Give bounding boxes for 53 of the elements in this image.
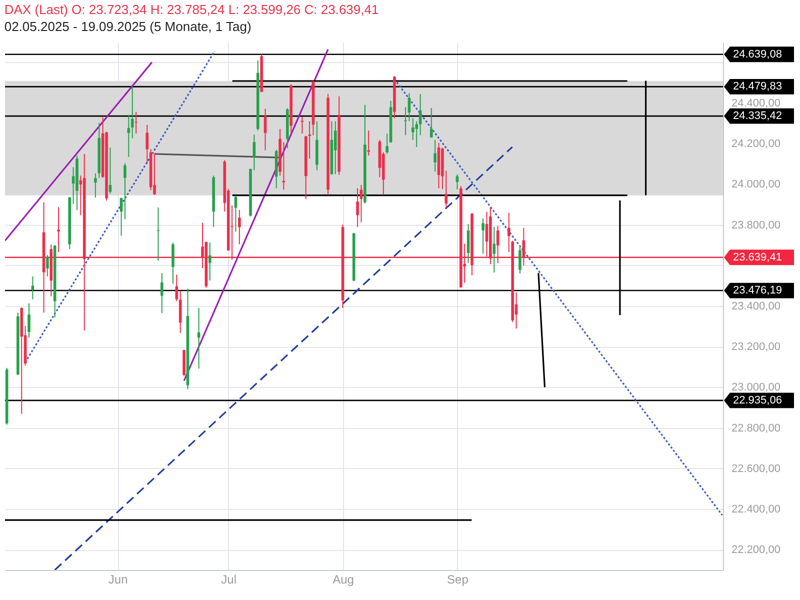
candlestick [94,172,97,198]
candlestick [282,142,286,190]
candlestick [146,124,149,164]
candlestick [482,218,484,254]
ref-line-label: 24.639,08 [733,48,782,60]
ref-line-label: 22.935,06 [733,394,782,406]
y-tick-label: 24.400,00 [732,97,780,110]
y-tick-label: 24.000,00 [732,178,780,191]
candlestick [300,116,304,134]
y-tick-label: 23.000,00 [732,382,780,394]
y-tick-label: 22.600,00 [732,462,780,475]
candlestick [31,276,34,300]
candlestick [334,120,337,175]
candlestick [238,209,241,245]
y-tick-label: 23.200,00 [732,341,780,354]
y-tick-label: 23.800,00 [732,219,780,232]
y-tick-label: 22.200,00 [732,544,780,556]
candlestick [386,133,388,154]
candlestick [356,188,359,228]
candlestick [28,302,30,338]
candlestick [127,114,130,158]
x-tick-label: Aug [332,572,354,586]
candlestick [360,184,363,223]
candlestick [456,174,459,190]
candlestick [208,242,212,282]
candlestick [57,206,60,252]
x-tick-label: Jul [221,572,237,586]
candlestick [430,108,433,138]
chart-subtitle: 02.05.2025 - 19.09.2025 (5 Monate, 1 Tag) [4,19,252,34]
candlestick [124,162,126,220]
chart-title: DAX (Last) O: 23.723,34 H: 23.785,24 L: 23.599,26 C: 23.639,41 [4,2,379,17]
y-tick-label: 23.400,00 [732,300,780,312]
x-tick-label: Jun [108,572,128,586]
ref-line-label: 24.479,83 [733,80,782,93]
y-tick-label: 24.200,00 [732,138,780,150]
candlestick [108,147,112,194]
candlestick [367,130,370,156]
candlestick [434,139,436,172]
candlestick [46,254,49,277]
x-tick-label: Sep [447,572,469,586]
candlestick [153,152,156,196]
y-tick-label: 22.400,00 [732,504,780,516]
y-tick-label: 22.800,00 [732,422,780,434]
candlestick [492,226,496,273]
candlestick [130,86,134,139]
ref-line-label: 24.335,42 [733,110,782,122]
candlestick [172,242,174,284]
candlestick [120,197,123,236]
ref-line-label: 23.476,19 [733,284,782,297]
candlestick [415,120,418,148]
candlestick [518,244,522,274]
candlestick [160,272,164,314]
ref-line-label: 23.639,41 [733,251,782,264]
